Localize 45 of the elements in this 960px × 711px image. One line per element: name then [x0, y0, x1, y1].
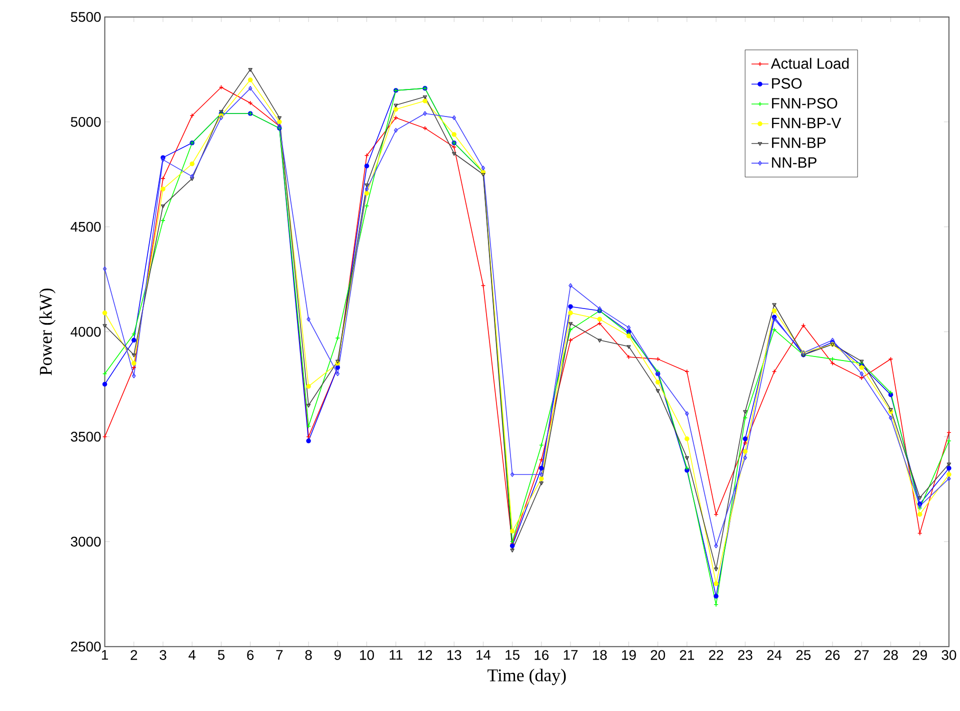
x-tick-label: 14: [476, 650, 491, 660]
x-tick-label: 18: [592, 650, 607, 660]
x-axis-title: Time (day): [488, 668, 566, 685]
legend-label: FNN-BP: [772, 137, 826, 148]
y-tick-label: 4500: [70, 222, 101, 232]
x-tick-label: 2: [130, 650, 138, 660]
x-tick-label: 26: [825, 650, 840, 660]
x-tick-label: 3: [160, 650, 166, 660]
x-tick-label: 30: [942, 650, 956, 660]
x-tick-label: 24: [767, 650, 782, 660]
x-tick-label: 5: [218, 650, 224, 660]
x-tick-label: 22: [709, 650, 724, 660]
y-axis-title: Power (kW): [39, 288, 56, 376]
x-tick-label: 11: [390, 650, 402, 660]
x-tick-label: 9: [334, 650, 341, 660]
x-tick-label: 20: [650, 650, 666, 660]
y-tick-label: 4000: [70, 326, 101, 336]
x-tick-label: 8: [305, 650, 312, 660]
x-tick-label: 4: [188, 650, 196, 660]
x-tick-label: 13: [447, 650, 462, 660]
x-tick-label: 12: [418, 650, 432, 660]
x-tick-label: 1: [102, 650, 108, 660]
x-tick-label: 15: [506, 650, 520, 660]
x-tick-label: 25: [796, 650, 811, 660]
legend-label: FNN-BP-V: [772, 118, 842, 128]
x-tick-label: 23: [738, 650, 752, 660]
legend-label: FNN-PSO: [772, 98, 838, 108]
x-tick-label: 17: [564, 650, 578, 660]
y-tick-label: 5000: [70, 116, 101, 127]
x-tick-label: 7: [276, 650, 283, 660]
x-tick-label: 6: [247, 650, 254, 660]
x-tick-label: 19: [622, 650, 636, 660]
y-tick-label: 5500: [70, 12, 101, 22]
legend-label: NN-BP: [772, 157, 816, 168]
x-tick-label: 28: [884, 650, 898, 660]
y-tick-label: 3000: [70, 536, 101, 546]
legend-label: Actual Load: [770, 58, 849, 69]
x-tick-label: 21: [680, 650, 694, 660]
x-tick-label: 29: [912, 650, 927, 660]
legend-label: PSO: [772, 78, 802, 88]
y-tick-label: 2500: [71, 641, 101, 652]
x-tick-label: 16: [534, 650, 549, 660]
y-tick-label: 3500: [70, 432, 101, 442]
x-tick-label: 10: [360, 650, 374, 660]
x-tick-label: 27: [854, 650, 869, 660]
